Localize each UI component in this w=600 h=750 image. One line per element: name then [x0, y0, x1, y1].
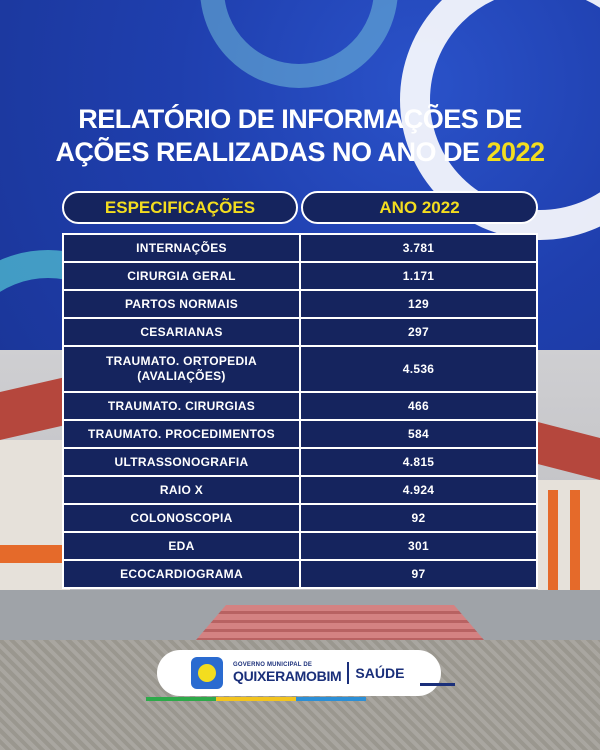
building-pillar — [570, 490, 580, 590]
footer-stripe-blue — [296, 697, 366, 701]
table-cell-specification: CESARIANAS — [64, 319, 299, 345]
footer-stripe-green — [146, 697, 216, 701]
table-row: CIRURGIA GERAL 1.171 — [64, 263, 536, 289]
brand-department: SAÚDE — [355, 665, 405, 681]
table-cell-specification: COLONOSCOPIA — [64, 505, 299, 531]
table-row: ECOCARDIOGRAMA 97 — [64, 561, 536, 587]
table-row: EDA 301 — [64, 533, 536, 559]
table-cell-specification: EDA — [64, 533, 299, 559]
table-cell-value: 129 — [301, 291, 536, 317]
table-cell-specification: TRAUMATO. CIRURGIAS — [64, 393, 299, 419]
table-cell-specification: TRAUMATO. PROCEDIMENTOS — [64, 421, 299, 447]
building-wall-left — [0, 440, 70, 590]
table-row: COLONOSCOPIA 92 — [64, 505, 536, 531]
brand-city: QUIXERAMOBIM — [233, 668, 342, 684]
title-year: 2022 — [486, 137, 545, 167]
table-cell-value: 4.924 — [301, 477, 536, 503]
table-row: RAIO X 4.924 — [64, 477, 536, 503]
table-cell-value: 584 — [301, 421, 536, 447]
table-row: TRAUMATO. ORTOPEDIA (AVALIAÇÕES) 4.536 — [64, 347, 536, 391]
table-cell-value: 297 — [301, 319, 536, 345]
brand-block: GOVERNO MUNICIPAL DE QUIXERAMOBIM — [233, 662, 342, 684]
table-cell-specification: PARTOS NORMAIS — [64, 291, 299, 317]
table-cell-specification: ULTRASSONOGRAFIA — [64, 449, 299, 475]
municipal-crest-icon — [191, 657, 223, 689]
table-cell-specification: RAIO X — [64, 477, 299, 503]
building-pillar — [548, 490, 558, 590]
table-row: INTERNAÇÕES 3.781 — [64, 235, 536, 261]
table-cell-value: 1.171 — [301, 263, 536, 289]
report-table: INTERNAÇÕES 3.781 CIRURGIA GERAL 1.171 PARTO… — [62, 233, 538, 589]
title-line-2-text: AÇÕES REALIZADAS NO ANO DE — [55, 137, 487, 167]
header-year: ANO 2022 — [301, 191, 538, 224]
table-cell-specification: INTERNAÇÕES — [64, 235, 299, 261]
building-orange-band — [0, 545, 80, 563]
title-line-2: AÇÕES REALIZADAS NO ANO DE 2022 — [0, 136, 600, 169]
footer-logo-bar: GOVERNO MUNICIPAL DE QUIXERAMOBIM SAÚDE — [157, 650, 441, 696]
page-title: RELATÓRIO DE INFORMAÇÕES DE AÇÕES REALIZ… — [0, 103, 600, 169]
title-line-1: RELATÓRIO DE INFORMAÇÕES DE — [78, 104, 522, 134]
table-cell-value: 97 — [301, 561, 536, 587]
table-cell-value: 301 — [301, 533, 536, 559]
brand-gov-label: GOVERNO MUNICIPAL DE — [233, 662, 313, 668]
crest-emblem — [198, 664, 216, 682]
table-cell-specification: TRAUMATO. ORTOPEDIA (AVALIAÇÕES) — [64, 347, 299, 391]
table-cell-specification: CIRURGIA GERAL — [64, 263, 299, 289]
table-row: TRAUMATO. CIRURGIAS 466 — [64, 393, 536, 419]
footer-stripe-yellow — [216, 697, 296, 701]
table-row: PARTOS NORMAIS 129 — [64, 291, 536, 317]
table-cell-specification: ECOCARDIOGRAMA — [64, 561, 299, 587]
table-row: ULTRASSONOGRAFIA 4.815 — [64, 449, 536, 475]
table-cell-value: 3.781 — [301, 235, 536, 261]
table-row: CESARIANAS 297 — [64, 319, 536, 345]
table-cell-value: 4.536 — [301, 347, 536, 391]
table-cell-value: 4.815 — [301, 449, 536, 475]
header-specifications: ESPECIFICAÇÕES — [62, 191, 298, 224]
brand-separator — [347, 662, 350, 684]
table-cell-value: 92 — [301, 505, 536, 531]
table-row: TRAUMATO. PROCEDIMENTOS 584 — [64, 421, 536, 447]
table-cell-value: 466 — [301, 393, 536, 419]
footer-dash — [420, 683, 455, 686]
